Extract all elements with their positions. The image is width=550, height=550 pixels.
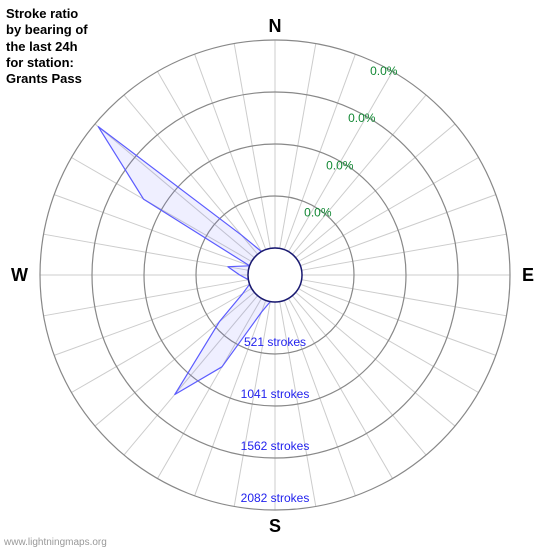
- ring-label: 1562 strokes: [241, 439, 310, 453]
- chart-title: Stroke ratio by bearing of the last 24h …: [6, 6, 88, 87]
- ring-label: 521 strokes: [244, 335, 306, 349]
- percent-label: 0.0%: [348, 111, 376, 125]
- cardinal-s: S: [269, 516, 281, 536]
- ring-label: 1041 strokes: [241, 387, 310, 401]
- percent-label: 0.0%: [326, 158, 354, 172]
- cardinal-e: E: [522, 265, 534, 285]
- percent-label: 0.0%: [304, 205, 332, 219]
- percent-label: 0.0%: [370, 64, 398, 78]
- ring-label: 2082 strokes: [241, 491, 310, 505]
- cardinal-w: W: [11, 265, 28, 285]
- footer-attribution: www.lightningmaps.org: [4, 537, 107, 548]
- cardinal-n: N: [269, 16, 282, 36]
